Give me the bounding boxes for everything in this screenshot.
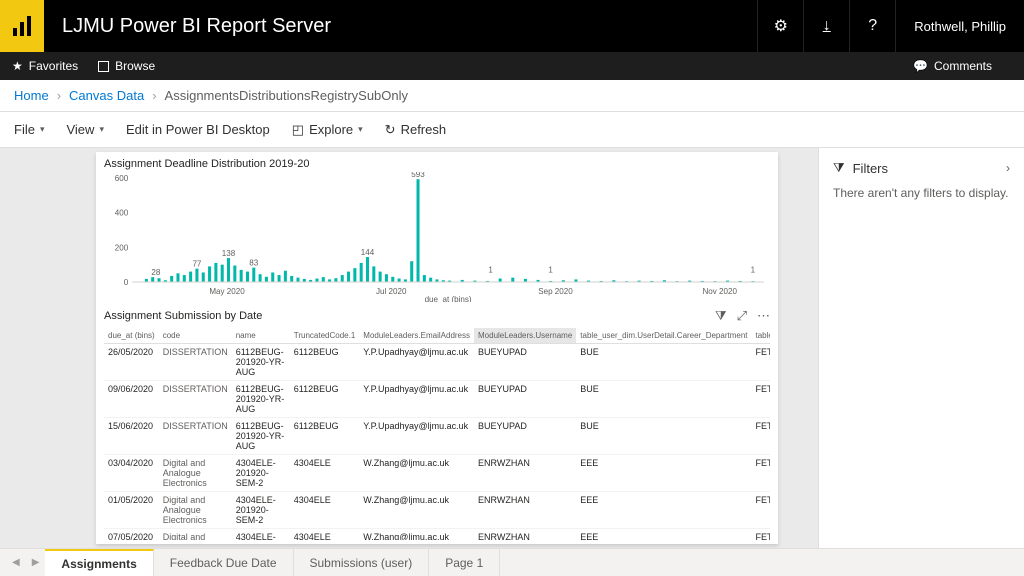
column-header[interactable]: table_user_dim.U... <box>751 328 770 344</box>
tab-nav-prev[interactable]: ◀ <box>6 549 26 576</box>
svg-text:1: 1 <box>751 266 756 275</box>
page-tabs: ◀ ▶ AssignmentsFeedback Due DateSubmissi… <box>0 548 1024 576</box>
table-row[interactable]: 15/06/2020DISSERTATION6112BEUG-201920-YR… <box>104 418 770 455</box>
report-page: Assignment Deadline Distribution 2019-20… <box>96 152 778 544</box>
chevron-right-icon: › <box>57 88 61 103</box>
edit-desktop-button[interactable]: Edit in Power BI Desktop <box>126 122 270 137</box>
comments-link[interactable]: 💬Comments <box>913 59 992 73</box>
report-canvas: Assignment Deadline Distribution 2019-20… <box>0 148 818 548</box>
page-tab[interactable]: Feedback Due Date <box>154 549 294 576</box>
breadcrumb-folder[interactable]: Canvas Data <box>69 88 144 103</box>
explore-menu[interactable]: ◰Explore▾ <box>292 122 363 138</box>
table-title: Assignment Submission by Date <box>104 310 715 322</box>
table-row[interactable]: 07/05/2020Digital and Analogue Electroni… <box>104 529 770 541</box>
svg-text:600: 600 <box>115 174 129 183</box>
page-tab[interactable]: Page 1 <box>429 549 500 576</box>
svg-text:593: 593 <box>411 172 425 179</box>
browse-icon <box>98 61 109 72</box>
chart-title: Assignment Deadline Distribution 2019-20 <box>104 158 770 170</box>
report-toolbar: File▾ View▾ Edit in Power BI Desktop ◰Ex… <box>0 112 1024 148</box>
table-row[interactable]: 26/05/2020DISSERTATION6112BEUG-201920-YR… <box>104 344 770 381</box>
breadcrumb-home[interactable]: Home <box>14 88 49 103</box>
table-row[interactable]: 09/06/2020DISSERTATION6112BEUG-201920-YR… <box>104 381 770 418</box>
svg-text:1: 1 <box>488 266 493 275</box>
column-header[interactable]: table_user_dim.UserDetail.Career_Departm… <box>576 328 751 344</box>
chevron-down-icon: ▾ <box>358 124 363 135</box>
comment-icon: 💬 <box>913 59 928 73</box>
page-tab[interactable]: Assignments <box>45 549 153 576</box>
table-row[interactable]: 01/05/2020Digital and Analogue Electroni… <box>104 492 770 529</box>
filter-icon[interactable]: ⧩ <box>715 308 727 324</box>
svg-text:77: 77 <box>192 260 202 269</box>
more-icon[interactable]: ⋯ <box>757 308 770 324</box>
chevron-down-icon: ▾ <box>99 124 104 135</box>
explore-icon: ◰ <box>292 122 304 138</box>
column-header[interactable]: ModuleLeaders.Username <box>474 328 576 344</box>
svg-text:May 2020: May 2020 <box>209 287 245 296</box>
svg-text:400: 400 <box>115 209 129 218</box>
column-header[interactable]: name <box>232 328 290 344</box>
svg-text:Nov 2020: Nov 2020 <box>702 287 737 296</box>
column-header[interactable]: TruncatedCode.1 <box>290 328 360 344</box>
star-icon: ★ <box>12 59 23 73</box>
filter-icon: ⧩ <box>833 160 845 176</box>
column-header[interactable]: ModuleLeaders.EmailAddress <box>359 328 474 344</box>
focus-icon[interactable]: ⤢ <box>737 308 747 324</box>
page-tab[interactable]: Submissions (user) <box>294 549 430 576</box>
refresh-icon: ↻ <box>385 122 396 138</box>
table-row[interactable]: 03/04/2020Digital and Analogue Electroni… <box>104 455 770 492</box>
svg-text:144: 144 <box>361 248 375 257</box>
app-title: LJMU Power BI Report Server <box>62 15 757 38</box>
svg-text:Jul 2020: Jul 2020 <box>376 287 407 296</box>
chevron-right-icon: › <box>152 88 156 103</box>
user-name[interactable]: Rothwell, Phillip <box>895 0 1024 52</box>
column-header[interactable]: due_at (bins) <box>104 328 159 344</box>
svg-text:1: 1 <box>548 266 553 275</box>
svg-text:28: 28 <box>151 268 161 277</box>
filters-pane: ⧩ Filters › There aren't any filters to … <box>818 148 1024 548</box>
top-bar: LJMU Power BI Report Server ⚙ ↓ ? Rothwe… <box>0 0 1024 52</box>
main-area: Assignment Deadline Distribution 2019-20… <box>0 148 1024 548</box>
svg-text:0: 0 <box>124 278 129 287</box>
download-icon[interactable]: ↓ <box>803 0 849 52</box>
bar-chart[interactable]: 0 200 400 600 28 77 138 83 144 593 1 1 1 May 2020 Jul … <box>104 172 770 302</box>
help-icon[interactable]: ? <box>849 0 895 52</box>
filters-title: Filters <box>853 161 888 176</box>
svg-text:83: 83 <box>249 259 259 268</box>
file-menu[interactable]: File▾ <box>14 122 44 137</box>
powerbi-logo <box>0 0 44 52</box>
favorites-link[interactable]: ★Favorites <box>12 59 78 73</box>
settings-icon[interactable]: ⚙ <box>757 0 803 52</box>
svg-text:200: 200 <box>115 243 129 252</box>
tab-nav-next[interactable]: ▶ <box>26 549 46 576</box>
svg-text:due_at (bins): due_at (bins) <box>425 295 472 302</box>
column-header[interactable]: code <box>159 328 232 344</box>
view-menu[interactable]: View▾ <box>66 122 103 137</box>
svg-text:Sep 2020: Sep 2020 <box>538 287 573 296</box>
chevron-down-icon: ▾ <box>40 124 45 135</box>
filters-empty-text: There aren't any filters to display. <box>833 186 1010 200</box>
breadcrumb: Home › Canvas Data › AssignmentsDistribu… <box>0 80 1024 112</box>
table-visual: Assignment Submission by Date ⧩ ⤢ ⋯ due_… <box>104 308 770 540</box>
data-table[interactable]: due_at (bins)codenameTruncatedCode.1Modu… <box>104 328 770 540</box>
refresh-button[interactable]: ↻Refresh <box>385 122 446 138</box>
collapse-pane-icon[interactable]: › <box>1006 161 1010 175</box>
svg-text:138: 138 <box>222 249 236 258</box>
breadcrumb-report: AssignmentsDistributionsRegistrySubOnly <box>165 88 408 103</box>
nav-bar: ★Favorites Browse 💬Comments <box>0 52 1024 80</box>
browse-link[interactable]: Browse <box>98 59 155 73</box>
